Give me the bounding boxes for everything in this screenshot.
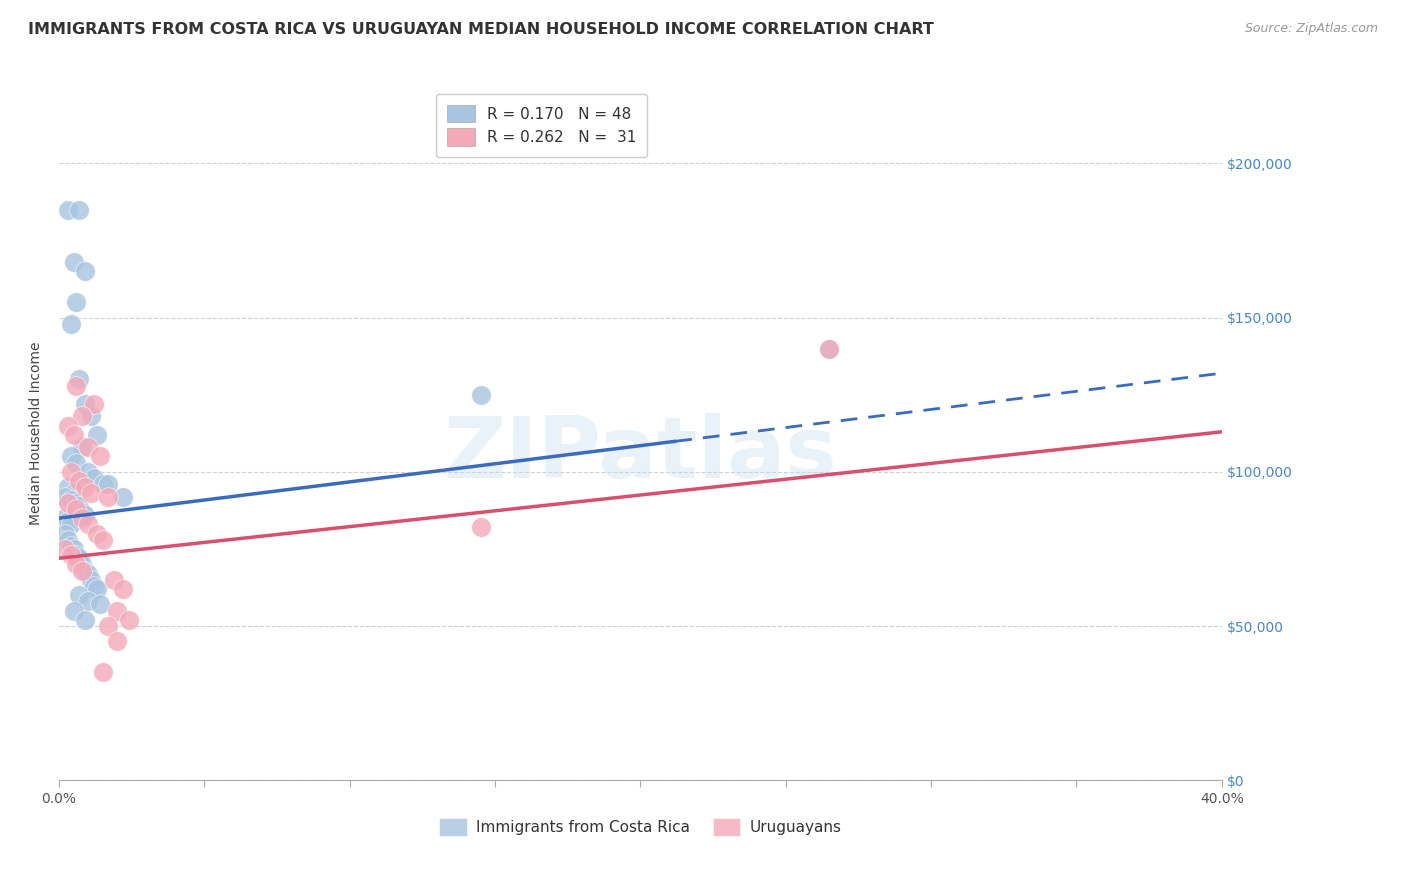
Point: [80, 486, 103, 500]
Point: [470, 520, 492, 534]
Point: [91, 533, 114, 547]
Point: [75, 264, 97, 278]
Point: [67, 474, 90, 488]
Point: [86, 526, 108, 541]
Text: ZIPatlas: ZIPatlas: [443, 413, 838, 496]
Point: [53, 526, 76, 541]
Point: [65, 548, 87, 562]
Point: [72, 511, 94, 525]
Point: [91, 477, 114, 491]
Point: [111, 490, 134, 504]
Point: [65, 558, 87, 572]
Point: [80, 409, 103, 424]
Point: [818, 342, 841, 356]
Point: [75, 480, 97, 494]
Point: [77, 440, 100, 454]
Point: [75, 508, 97, 522]
Point: [97, 490, 120, 504]
Point: [65, 295, 87, 310]
Point: [67, 372, 90, 386]
Point: [83, 397, 105, 411]
Point: [77, 465, 100, 479]
Point: [59, 517, 82, 532]
Point: [56, 533, 79, 547]
Point: [67, 202, 90, 217]
Point: [75, 397, 97, 411]
Point: [86, 428, 108, 442]
Point: [72, 409, 94, 424]
Point: [470, 388, 492, 402]
Point: [62, 255, 84, 269]
Legend: Immigrants from Costa Rica, Uruguayans: Immigrants from Costa Rica, Uruguayans: [433, 812, 848, 842]
Point: [53, 511, 76, 525]
Point: [89, 450, 111, 464]
Point: [72, 440, 94, 454]
Point: [65, 496, 87, 510]
Point: [62, 541, 84, 556]
Point: [77, 517, 100, 532]
Point: [72, 505, 94, 519]
Text: Source: ZipAtlas.com: Source: ZipAtlas.com: [1244, 22, 1378, 36]
Point: [62, 604, 84, 618]
Point: [56, 418, 79, 433]
Point: [72, 564, 94, 578]
Point: [53, 541, 76, 556]
Point: [75, 564, 97, 578]
Point: [56, 496, 79, 510]
Point: [91, 665, 114, 680]
Point: [83, 471, 105, 485]
Point: [62, 486, 84, 500]
Point: [105, 604, 128, 618]
Point: [72, 558, 94, 572]
Point: [97, 619, 120, 633]
Point: [65, 501, 87, 516]
Point: [59, 465, 82, 479]
Point: [89, 598, 111, 612]
Point: [75, 613, 97, 627]
Point: [86, 582, 108, 596]
Point: [65, 456, 87, 470]
Point: [67, 588, 90, 602]
Point: [59, 539, 82, 553]
Text: IMMIGRANTS FROM COSTA RICA VS URUGUAYAN MEDIAN HOUSEHOLD INCOME CORRELATION CHAR: IMMIGRANTS FROM COSTA RICA VS URUGUAYAN …: [28, 22, 934, 37]
Point: [59, 492, 82, 507]
Point: [59, 450, 82, 464]
Point: [77, 566, 100, 581]
Point: [80, 573, 103, 587]
Point: [65, 378, 87, 392]
Point: [105, 634, 128, 648]
Point: [83, 579, 105, 593]
Point: [97, 477, 120, 491]
Y-axis label: Median Household Income: Median Household Income: [30, 342, 44, 525]
Point: [53, 490, 76, 504]
Point: [118, 613, 141, 627]
Point: [56, 480, 79, 494]
Point: [62, 428, 84, 442]
Point: [67, 551, 90, 566]
Point: [103, 573, 125, 587]
Point: [59, 317, 82, 331]
Point: [67, 499, 90, 513]
Point: [818, 342, 841, 356]
Point: [56, 514, 79, 528]
Point: [111, 582, 134, 596]
Point: [77, 594, 100, 608]
Point: [59, 548, 82, 562]
Point: [56, 202, 79, 217]
